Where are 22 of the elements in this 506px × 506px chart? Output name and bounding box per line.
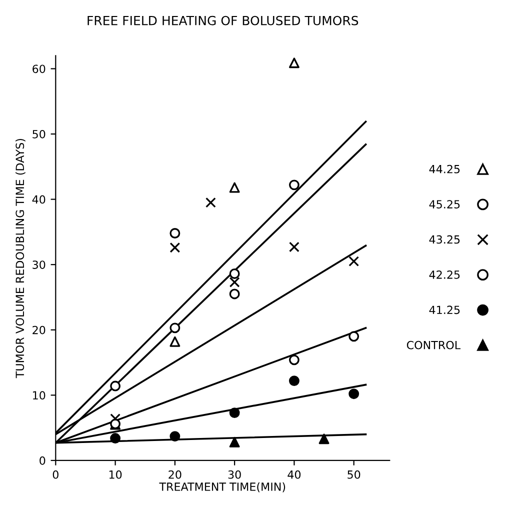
x-tick-label: 0	[52, 470, 58, 479]
legend-label: 44.25	[429, 164, 460, 174]
y-tick-label: 20	[32, 326, 46, 334]
chart-title: FREE FIELD HEATING OF BOLUSED TUMORS	[88, 16, 358, 26]
legend-label: 45.25	[429, 200, 460, 208]
legend-label: CONTROL	[406, 340, 460, 350]
x-tick-label: 50	[348, 470, 360, 479]
legend-label: 43.25	[429, 235, 460, 244]
x-axis-title: TREATMENT TIME(MIN)	[159, 482, 286, 492]
y-tick-label: 10	[33, 391, 46, 400]
y-axis-title: TUMOR VOLUME REDOUBLING TIME (DAYS)	[16, 138, 26, 378]
x-tick-label: 30	[228, 470, 241, 479]
legend-label: 42.25	[429, 270, 460, 279]
y-tick-label: 30	[32, 260, 46, 269]
x-tick-label: 40	[288, 470, 301, 479]
legend-label: 41.25	[429, 306, 460, 314]
y-tick-label: 60	[32, 64, 46, 74]
x-tick-label: 20	[168, 470, 182, 479]
y-tick-label: 40	[32, 195, 46, 204]
y-tick-label: 0	[40, 456, 46, 465]
x-tick-label: 10	[109, 470, 122, 479]
y-tick-label: 50	[32, 130, 46, 138]
